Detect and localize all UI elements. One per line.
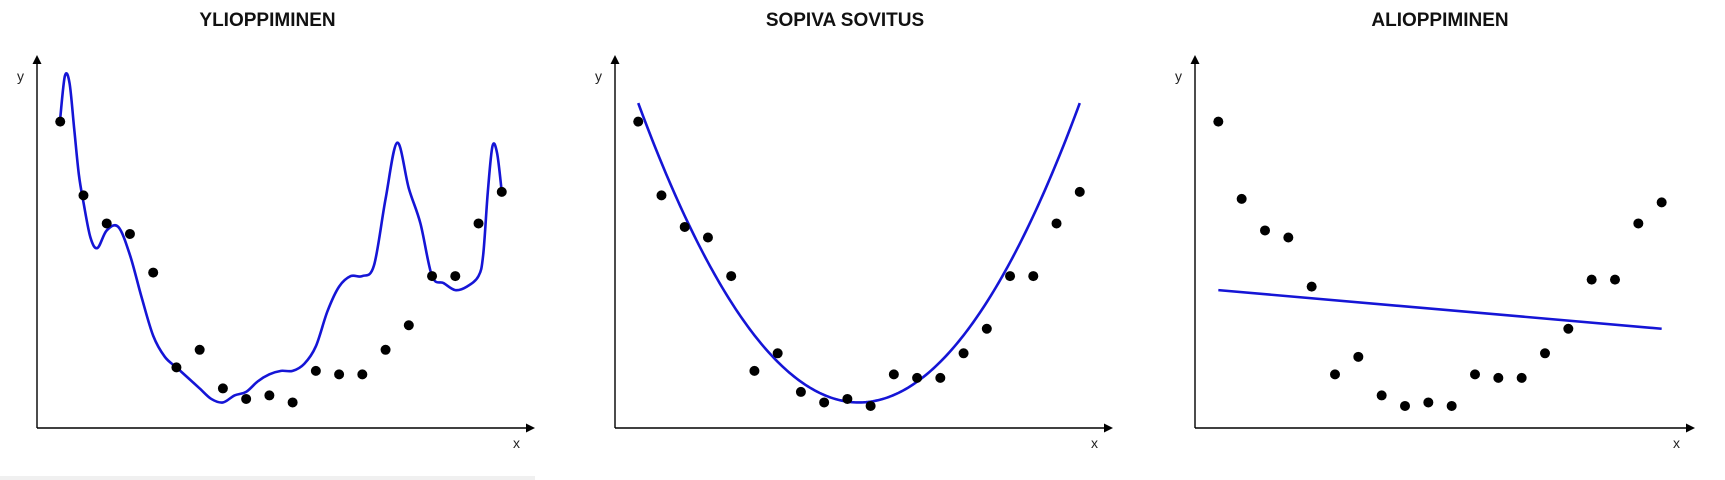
- fit-curve: [1218, 288, 1662, 331]
- y-axis-label: y: [1175, 68, 1182, 84]
- data-point: [1400, 400, 1410, 411]
- data-point: [1493, 372, 1504, 383]
- data-point: [819, 397, 830, 408]
- y-axis-arrow: [610, 55, 620, 64]
- data-point: [842, 393, 853, 404]
- fit-curve: [58, 72, 504, 404]
- x-axis-arrow: [1104, 423, 1113, 433]
- data-point: [1540, 348, 1550, 359]
- data-point: [450, 271, 461, 282]
- data-point: [357, 369, 368, 380]
- data-point: [124, 228, 135, 239]
- data-point: [865, 400, 876, 411]
- data-point: [1656, 197, 1667, 208]
- data-point: [1353, 351, 1364, 362]
- y-axis-label: y: [17, 68, 24, 84]
- y-axis-label: y: [595, 68, 602, 84]
- data-point: [1260, 225, 1270, 236]
- data-point: [78, 190, 89, 201]
- data-point: [702, 232, 713, 243]
- x-axis-label: x: [1091, 435, 1098, 451]
- data-point: [473, 218, 484, 229]
- data-point: [1610, 274, 1620, 285]
- data-point: [380, 344, 391, 355]
- data-point: [171, 362, 182, 373]
- data-point: [1376, 390, 1387, 401]
- data-point: [496, 186, 507, 197]
- y-axis-arrow: [1190, 55, 1200, 64]
- data-point: [772, 348, 783, 359]
- panel-title: ALIOPPIMINEN: [1371, 10, 1509, 31]
- data-point: [287, 397, 298, 408]
- data-point: [1446, 400, 1457, 411]
- data-point: [1470, 369, 1480, 380]
- data-point: [912, 372, 923, 383]
- data-point: [1074, 186, 1085, 197]
- data-point: [403, 320, 414, 331]
- data-point: [148, 267, 159, 278]
- data-point: [795, 386, 806, 397]
- fit-curve: [637, 102, 1081, 404]
- data-point: [981, 323, 992, 334]
- data-point: [241, 393, 252, 404]
- data-point: [656, 190, 667, 201]
- data-point: [888, 369, 899, 380]
- data-point: [194, 344, 205, 355]
- data-point: [1586, 274, 1597, 285]
- panel-title: SOPIVA SOVITUS: [765, 10, 925, 31]
- data-point: [1563, 323, 1574, 334]
- data-point: [1423, 397, 1434, 408]
- data-point: [1633, 218, 1644, 229]
- panel-title: YLIOPPIMINEN: [199, 10, 336, 31]
- data-point: [633, 116, 644, 127]
- data-point: [1330, 369, 1340, 380]
- x-axis-arrow: [526, 423, 535, 433]
- data-point: [1051, 218, 1062, 229]
- data-point: [217, 383, 228, 394]
- bottom-strip: [0, 476, 535, 480]
- chart-underfitting: xy: [1175, 55, 1695, 451]
- x-axis-arrow: [1686, 423, 1695, 433]
- x-axis-label: x: [1673, 435, 1680, 451]
- x-axis-label: x: [513, 435, 520, 451]
- data-point: [427, 271, 438, 282]
- data-point: [679, 221, 690, 232]
- y-axis-arrow: [32, 55, 42, 64]
- data-point: [1306, 281, 1317, 292]
- chart-overfitting: xy: [17, 55, 535, 451]
- data-point: [958, 348, 969, 359]
- data-point: [1236, 193, 1247, 204]
- data-point: [1213, 116, 1224, 127]
- data-point: [55, 116, 66, 127]
- data-point: [1028, 271, 1039, 282]
- data-point: [1516, 372, 1527, 383]
- data-point: [101, 218, 112, 229]
- chart-good-fit: xy: [595, 55, 1113, 451]
- data-point: [935, 372, 946, 383]
- data-point: [310, 365, 321, 376]
- data-point: [1005, 271, 1016, 282]
- data-point: [264, 390, 275, 401]
- data-point: [726, 271, 737, 282]
- data-point: [1283, 232, 1294, 243]
- data-point: [749, 365, 760, 376]
- data-point: [334, 369, 345, 380]
